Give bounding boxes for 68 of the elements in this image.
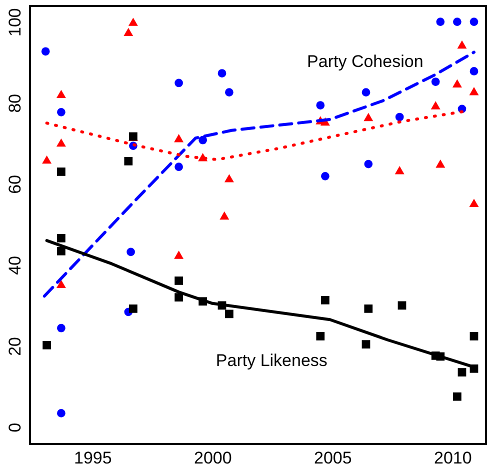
y-tick-label: 60 — [6, 174, 24, 194]
point — [42, 340, 51, 350]
point — [452, 79, 462, 88]
x-tick-label: 2005 — [314, 448, 352, 468]
point — [174, 250, 184, 259]
point — [225, 310, 234, 318]
y-tick-label: 20 — [6, 336, 24, 356]
point — [470, 332, 478, 340]
point — [225, 88, 234, 96]
point — [364, 160, 373, 168]
point — [436, 18, 445, 26]
point — [220, 211, 230, 220]
point — [174, 276, 183, 285]
point — [174, 78, 183, 88]
point — [453, 392, 462, 401]
y-tick-label: 40 — [6, 256, 24, 275]
point — [470, 67, 478, 76]
point — [124, 157, 133, 166]
point — [436, 160, 446, 168]
point — [470, 18, 478, 26]
point — [453, 18, 462, 26]
point — [398, 301, 406, 310]
point — [316, 332, 325, 340]
y-tick-label: 0 — [6, 422, 24, 432]
point — [218, 69, 226, 78]
point — [124, 28, 134, 36]
point — [174, 134, 184, 142]
x-tick-label: 1995 — [74, 448, 112, 468]
point — [198, 136, 207, 144]
point — [469, 86, 479, 96]
point — [41, 47, 50, 56]
point — [364, 304, 373, 313]
point — [457, 40, 467, 49]
point — [469, 198, 479, 208]
point — [57, 324, 66, 332]
y-tick-label: 100 — [6, 8, 24, 36]
point — [395, 112, 404, 122]
point — [458, 368, 466, 376]
point — [57, 409, 66, 418]
point — [316, 101, 325, 110]
point — [42, 155, 52, 164]
point — [57, 108, 66, 116]
x-tick-label: 2000 — [194, 448, 232, 468]
point — [129, 304, 138, 313]
point — [362, 340, 370, 349]
annotation: Party Cohesion — [307, 52, 424, 72]
point — [56, 280, 66, 288]
point — [174, 293, 183, 302]
point — [321, 296, 330, 304]
point — [57, 168, 66, 176]
point — [362, 88, 370, 96]
line-series — [42, 50, 476, 298]
point — [431, 78, 440, 86]
point — [174, 162, 183, 172]
point — [126, 248, 135, 256]
point — [430, 101, 440, 110]
point — [224, 174, 234, 182]
point — [321, 172, 330, 180]
point — [56, 138, 66, 147]
point — [128, 18, 138, 26]
annotation: Party Likeness — [216, 350, 328, 370]
point — [57, 246, 66, 256]
y-tick-label: 80 — [6, 94, 24, 113]
point — [56, 90, 66, 98]
point — [364, 112, 374, 122]
point — [394, 166, 404, 174]
x-tick-label: 2010 — [434, 448, 472, 468]
point — [57, 234, 66, 242]
